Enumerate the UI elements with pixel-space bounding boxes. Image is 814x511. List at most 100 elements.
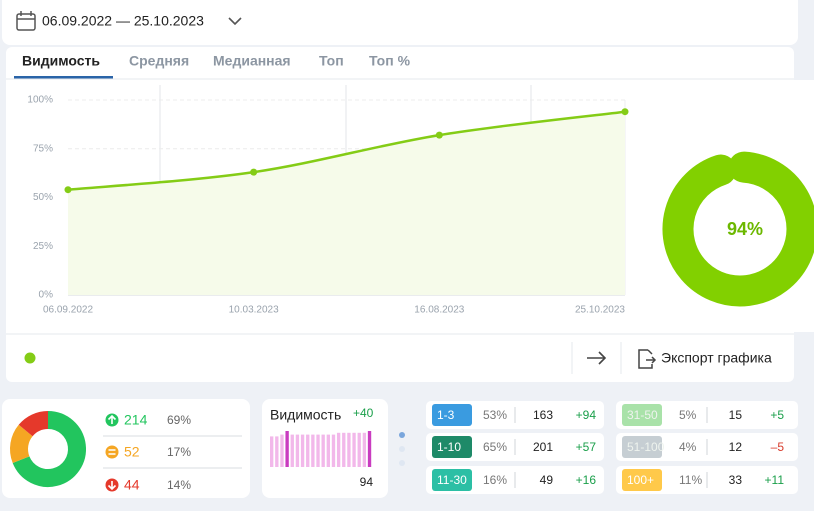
range-percent: 16%	[483, 473, 507, 487]
range-label: 11-30	[437, 473, 467, 487]
date-chevron[interactable]	[228, 17, 242, 26]
x-tick-label: 16.08.2023	[414, 305, 464, 316]
range-count: 49	[540, 473, 554, 487]
range-badge	[622, 436, 662, 458]
date-range[interactable]: 06.09.2022 — 25.10.2023	[42, 13, 204, 29]
pager-dot[interactable]	[399, 446, 405, 452]
x-tick-label: 25.10.2023	[575, 305, 625, 316]
y-tick-label: 50%	[33, 192, 53, 203]
spark-bar	[311, 434, 315, 467]
spark-bar	[336, 432, 341, 467]
spark-bar	[306, 434, 310, 467]
tab[interactable]: Медианная	[213, 53, 291, 69]
x-tick-label: 06.09.2022	[43, 305, 93, 316]
area	[68, 111, 625, 295]
card-change: +40	[353, 406, 374, 420]
range-percent: 65%	[483, 440, 507, 454]
calendar-icon	[16, 11, 36, 31]
tab[interactable]: Видимость	[22, 53, 100, 69]
point	[64, 186, 72, 194]
spark-bar	[352, 432, 356, 467]
range-percent: 5%	[679, 408, 697, 422]
export-icon[interactable]	[638, 349, 657, 369]
pie-segment	[12, 411, 86, 487]
spark-bar	[290, 434, 294, 467]
spark-bar	[285, 431, 289, 467]
spark-bar	[280, 434, 284, 467]
spark-bar	[331, 434, 336, 467]
point	[621, 108, 629, 116]
range-percent: 4%	[679, 440, 697, 454]
date-card	[2, 0, 798, 45]
spark-bar	[270, 436, 274, 467]
pie-segment	[18, 411, 49, 437]
y-tick-label: 25%	[33, 241, 53, 252]
point	[435, 131, 443, 139]
tab[interactable]: Топ %	[369, 53, 411, 69]
range-badge	[622, 404, 662, 426]
range-change: +5	[770, 408, 784, 422]
line	[67, 110, 626, 191]
arrow-button[interactable]	[587, 351, 607, 365]
range-count: 12	[729, 440, 743, 454]
range-change: +94	[576, 408, 597, 422]
range-badge	[432, 469, 472, 491]
pie-segment	[10, 424, 33, 463]
range-change: +57	[576, 440, 597, 454]
range-change: +16	[576, 473, 597, 487]
range-change: –5	[771, 440, 785, 454]
spark-bar	[316, 434, 320, 467]
range-label: 31-50	[627, 408, 658, 422]
gauge-arc	[662, 151, 814, 307]
spark-bar	[321, 434, 325, 467]
range-percent: 11%	[679, 473, 702, 487]
card-total: 94	[360, 475, 374, 489]
visibility-card	[262, 399, 388, 498]
export-label[interactable]: Экспорт графика	[661, 350, 772, 366]
range-label: 1-10	[437, 440, 461, 454]
tab[interactable]: Топ	[319, 53, 344, 69]
legend-dot	[24, 352, 36, 364]
range-label: 100+	[627, 473, 654, 487]
range-count: 201	[533, 440, 553, 454]
count: 44	[124, 477, 140, 493]
spark-bar	[326, 434, 330, 467]
status-symbol	[107, 414, 117, 424]
pager-dot[interactable]	[399, 432, 405, 438]
spark-bar	[275, 436, 279, 467]
range-badge	[432, 436, 472, 458]
range-label: 1-3	[437, 408, 455, 422]
range-percent: 53%	[483, 408, 507, 422]
gauge-label: 94%	[727, 219, 763, 239]
spark-bar	[295, 434, 300, 467]
range-label: 51-100	[627, 440, 665, 454]
y-tick-label: 100%	[27, 95, 53, 106]
spark-bar	[300, 434, 305, 467]
spark-bar	[367, 431, 372, 467]
x-tick-label: 10.03.2023	[229, 305, 279, 316]
point	[250, 168, 258, 176]
card-title: Видимость	[270, 407, 341, 423]
range-count: 15	[729, 408, 743, 422]
status-symbol	[108, 449, 116, 455]
percent: 14%	[167, 478, 191, 492]
percent: 69%	[167, 413, 191, 427]
status-symbol	[107, 481, 117, 491]
range-change: +11	[765, 473, 785, 487]
range-count: 163	[533, 408, 553, 422]
spark-bar	[362, 432, 367, 467]
count: 214	[124, 412, 148, 428]
y-tick-label: 75%	[33, 143, 53, 154]
tab[interactable]: Средняя	[129, 53, 189, 69]
spark-bar	[347, 432, 351, 467]
range-count: 33	[729, 473, 743, 487]
y-tick-label: 0%	[39, 290, 54, 301]
pager-dot[interactable]	[399, 460, 405, 466]
range-badge	[622, 469, 662, 491]
range-badge	[432, 404, 472, 426]
spark-bar	[342, 432, 346, 467]
count: 52	[124, 444, 140, 460]
active-tab-underline	[14, 76, 113, 79]
